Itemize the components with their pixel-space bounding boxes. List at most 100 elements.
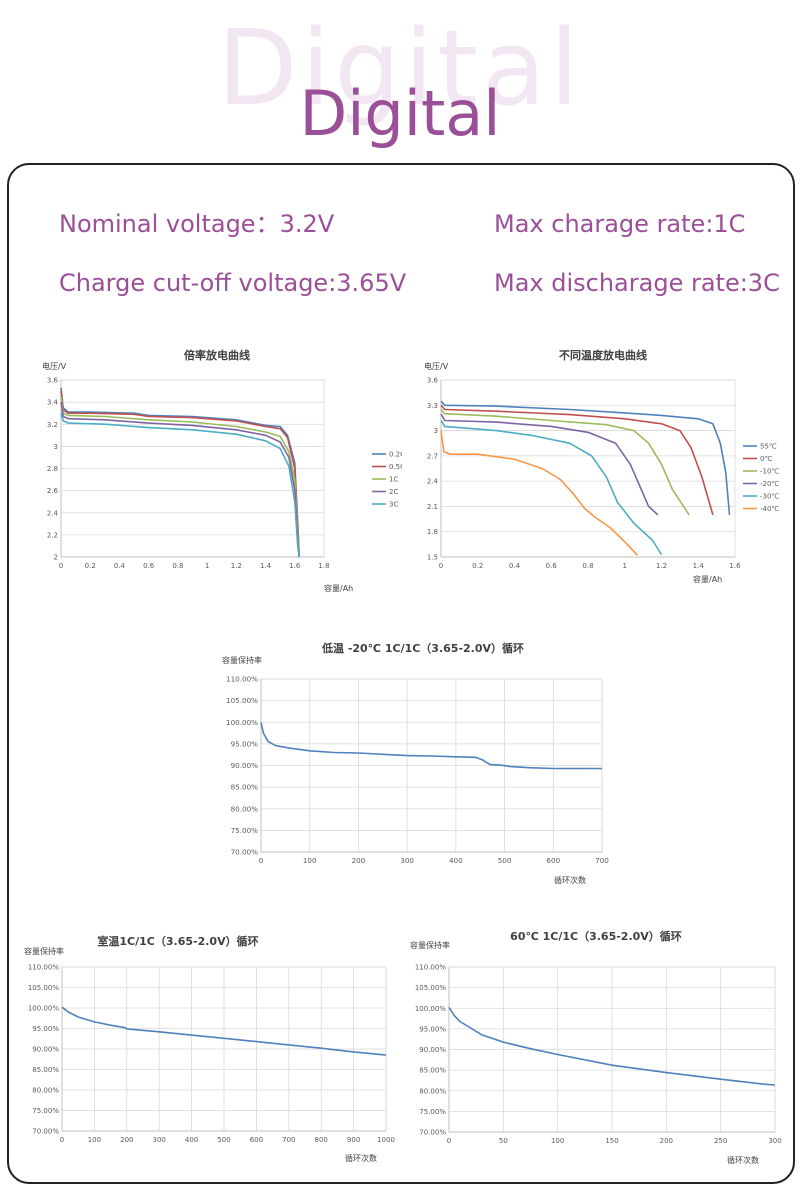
y-tick-label: 2.2	[47, 531, 58, 539]
y-tick-label: 100.00%	[226, 718, 258, 727]
x-tick-label: 300	[768, 1137, 781, 1145]
x-tick-label: 200	[660, 1137, 673, 1145]
y-tick-label: 90.00%	[231, 761, 259, 770]
x-tick-label: 600	[546, 856, 560, 865]
x-tick-label: 0	[60, 1136, 64, 1144]
x-tick-label: 0	[447, 1137, 451, 1145]
legend-label: -30℃	[760, 493, 779, 501]
low-temp-cycle-chart: 低温 -20℃ 1C/1C（3.65-2.0V）循环 容量保持率 循环次数 70.00…	[218, 633, 612, 891]
legend-label: -40℃	[760, 505, 779, 513]
y-tick-label: 3.3	[427, 402, 438, 410]
legend-label: 55℃	[760, 443, 777, 451]
y-tick-label: 100.00%	[415, 1005, 446, 1013]
x-tick-label: 300	[400, 856, 414, 865]
x-tick-label: 1.4	[693, 562, 705, 570]
series-line-retention	[260, 722, 602, 770]
chart-title: 60℃ 1C/1C（3.65-2.0V）循环	[510, 929, 682, 943]
x-tick-label: 150	[605, 1137, 618, 1145]
y-tick-label: 70.00%	[32, 1128, 59, 1136]
y-tick-label: 85.00%	[32, 1066, 59, 1074]
legend-label: 1C	[389, 476, 398, 484]
y-tick-label: 110.00%	[28, 964, 59, 972]
y-tick-label: 80.00%	[32, 1087, 59, 1095]
x-tick-label: 250	[714, 1137, 727, 1145]
legend-label: 0.5C	[389, 463, 402, 471]
x-tick-label: 0.8	[582, 562, 593, 570]
x-tick-label: 200	[120, 1136, 133, 1144]
y-tick-label: 105.00%	[226, 696, 258, 705]
x-tick-label: 50	[499, 1137, 508, 1145]
series-line-55	[440, 400, 731, 515]
y-tick-label: 2.4	[47, 509, 59, 517]
y-tick-label: 3	[54, 443, 58, 451]
series-line-05C	[60, 391, 300, 558]
page-title: Digital	[299, 77, 501, 150]
spec-charge-cutoff: Charge cut-off voltage:3.65V	[59, 269, 407, 297]
spec-nominal-voltage: Nominal voltage：3.2V	[59, 210, 335, 238]
series-line-retention	[448, 1006, 776, 1086]
y-tick-label: 75.00%	[231, 826, 259, 835]
y-axis-label: 电压/V	[424, 361, 449, 371]
series-line-2C	[60, 401, 300, 558]
high-temp-cycle-chart: 60℃ 1C/1C（3.65-2.0V）循环 容量保持率 循环次数 70.00% 75.…	[406, 920, 786, 1172]
spec-max-discharge-rate: Max discharage rate:3C	[494, 269, 780, 297]
y-tick-label: 3.4	[47, 399, 59, 407]
x-tick-label: 1000	[377, 1136, 395, 1144]
x-tick-label: 700	[282, 1136, 295, 1144]
series-line--40	[440, 430, 639, 556]
y-tick-label: 90.00%	[419, 1046, 446, 1054]
y-tick-label: 110.00%	[226, 675, 258, 684]
x-tick-label: 600	[250, 1136, 263, 1144]
series-line--30	[440, 420, 663, 555]
legend-label: 2C	[389, 488, 398, 496]
x-tick-label: 0	[439, 562, 443, 570]
y-tick-label: 95.00%	[32, 1025, 59, 1033]
series-line-1C	[60, 396, 300, 558]
y-tick-label: 110.00%	[415, 964, 446, 972]
x-tick-label: 800	[315, 1136, 328, 1144]
y-tick-label: 95.00%	[231, 739, 259, 748]
x-tick-label: 0.4	[509, 562, 521, 570]
x-axis-label: 容量/Ah	[324, 583, 353, 593]
x-tick-label: 0.4	[114, 562, 126, 570]
x-tick-label: 200	[352, 856, 366, 865]
x-tick-label: 100	[88, 1136, 101, 1144]
x-tick-label: 500	[217, 1136, 230, 1144]
y-tick-label: 75.00%	[32, 1107, 59, 1115]
chart-title: 低温 -20℃ 1C/1C（3.65-2.0V）循环	[321, 641, 524, 655]
y-tick-label: 2	[54, 554, 58, 562]
y-tick-label: 2.1	[427, 503, 438, 511]
y-tick-label: 70.00%	[419, 1129, 446, 1137]
rate-discharge-chart: 倍率放电曲线 电压/V 容量/Ah 2 2.2 2.4 2.6 2.8 3 3.2 3.4 3.6 0 0…	[22, 341, 405, 603]
x-tick-label: 0.8	[172, 562, 183, 570]
x-tick-label: 900	[347, 1136, 360, 1144]
x-tick-label: 1	[623, 562, 627, 570]
y-axis-label: 容量保持率	[222, 655, 262, 665]
series-line-02C	[60, 387, 300, 558]
x-tick-label: 1.6	[289, 562, 301, 570]
x-tick-label: 0.2	[85, 562, 96, 570]
y-tick-label: 75.00%	[419, 1108, 446, 1116]
x-tick-label: 400	[185, 1136, 198, 1144]
x-tick-label: 1.4	[260, 562, 272, 570]
x-tick-label: 0.6	[546, 562, 558, 570]
y-tick-label: 95.00%	[419, 1025, 446, 1033]
series-line--10	[440, 408, 690, 516]
y-tick-label: 1.5	[427, 554, 438, 562]
y-tick-label: 2.8	[47, 465, 58, 473]
x-axis-label: 循环次数	[345, 1153, 377, 1163]
x-tick-label: 0.2	[472, 562, 483, 570]
x-axis-label: 容量/Ah	[693, 574, 722, 584]
x-axis-label: 循环次数	[554, 875, 586, 885]
x-tick-label: 400	[449, 856, 463, 865]
x-tick-label: 1.2	[656, 562, 667, 570]
x-tick-label: 0.6	[143, 562, 155, 570]
x-tick-label: 1.8	[318, 562, 329, 570]
y-tick-label: 80.00%	[231, 804, 259, 813]
chart-title: 室温1C/1C（3.65-2.0V）循环	[97, 934, 258, 948]
chart-title: 倍率放电曲线	[184, 348, 250, 362]
